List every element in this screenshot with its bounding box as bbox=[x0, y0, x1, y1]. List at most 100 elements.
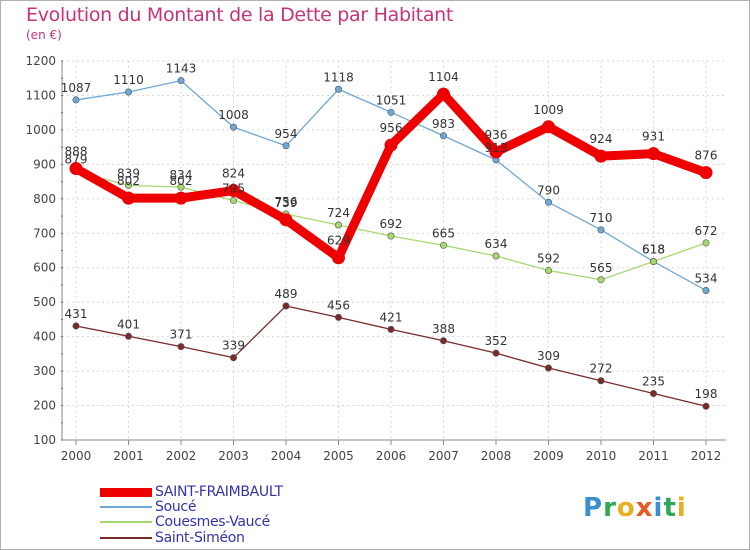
data-label: 534 bbox=[695, 271, 718, 285]
data-label: 371 bbox=[170, 328, 193, 342]
data-label: 839 bbox=[117, 166, 140, 180]
data-label: 629 bbox=[327, 234, 350, 248]
legend-swatch bbox=[100, 521, 152, 523]
grid-lines bbox=[62, 60, 726, 441]
data-point bbox=[282, 302, 290, 310]
data-label: 1051 bbox=[376, 93, 407, 107]
data-point bbox=[334, 221, 342, 229]
data-label: 634 bbox=[485, 237, 508, 251]
data-point bbox=[387, 232, 395, 240]
data-point bbox=[72, 96, 80, 104]
data-label: 565 bbox=[590, 261, 613, 275]
data-point bbox=[387, 108, 395, 116]
y-tick-label: 1200 bbox=[25, 54, 56, 68]
plot-area bbox=[62, 61, 726, 440]
data-label: 665 bbox=[432, 226, 455, 240]
data-labels: 1087 1110 1143 1008 954 1118 1051 983 913 790 710 6… bbox=[61, 62, 718, 402]
x-tick-label: 2010 bbox=[586, 449, 617, 463]
data-point bbox=[69, 161, 83, 175]
data-label: 1008 bbox=[218, 108, 249, 122]
data-point bbox=[597, 276, 605, 284]
data-point bbox=[544, 266, 552, 274]
legend-label: SAINT-FRAIMBAULT bbox=[155, 484, 283, 500]
data-label: 802 bbox=[170, 174, 193, 188]
data-point bbox=[72, 322, 80, 330]
data-label: 1143 bbox=[166, 62, 197, 76]
data-point bbox=[699, 166, 713, 180]
y-tick-label: 300 bbox=[33, 364, 56, 378]
data-label: 795 bbox=[222, 182, 245, 196]
y-tick-label: 200 bbox=[33, 399, 56, 413]
data-point bbox=[649, 389, 657, 397]
data-point bbox=[279, 213, 293, 227]
legend-swatch bbox=[100, 537, 152, 539]
data-point bbox=[177, 343, 185, 351]
series-lines bbox=[69, 77, 713, 410]
data-point bbox=[542, 120, 555, 134]
data-label: 339 bbox=[222, 339, 245, 353]
logo-letter: r bbox=[603, 493, 617, 523]
data-point bbox=[125, 88, 133, 96]
data-label: 1118 bbox=[323, 70, 354, 84]
y-tick-label: 100 bbox=[33, 433, 56, 447]
data-point bbox=[230, 123, 238, 131]
data-point bbox=[439, 241, 447, 249]
data-label: 618 bbox=[642, 243, 665, 257]
legend-item: Soucé bbox=[100, 499, 196, 515]
x-tick-label: 2004 bbox=[271, 449, 302, 463]
y-tick-label: 900 bbox=[33, 157, 56, 171]
data-label: 1104 bbox=[428, 70, 459, 84]
data-point bbox=[177, 183, 185, 191]
data-label: 489 bbox=[275, 287, 298, 301]
data-label: 352 bbox=[485, 334, 508, 348]
data-point bbox=[439, 337, 447, 345]
data-label: 756 bbox=[275, 195, 298, 209]
data-point bbox=[702, 239, 710, 247]
data-point bbox=[387, 325, 395, 333]
y-tick-label: 500 bbox=[33, 295, 56, 309]
data-label: 692 bbox=[380, 217, 403, 231]
data-label: 724 bbox=[327, 206, 350, 220]
data-label: 401 bbox=[117, 317, 140, 331]
data-point bbox=[544, 364, 552, 372]
data-point bbox=[122, 191, 135, 205]
series-saint-sim-on bbox=[72, 302, 710, 410]
data-label: 834 bbox=[170, 168, 193, 182]
data-point bbox=[282, 142, 290, 150]
legend-item: Saint-Siméon bbox=[100, 530, 245, 546]
series-saint-fraimbault bbox=[69, 87, 713, 265]
data-point bbox=[334, 85, 342, 93]
data-point bbox=[594, 149, 608, 163]
data-label: 824 bbox=[222, 167, 245, 181]
logo-letter: o bbox=[616, 493, 636, 523]
logo-letter: x bbox=[635, 493, 654, 523]
data-label: 983 bbox=[432, 117, 455, 131]
y-tick-label: 1000 bbox=[25, 123, 56, 137]
data-point bbox=[597, 377, 605, 385]
chart-title: Evolution du Montant de la Dette par Hab… bbox=[26, 4, 454, 26]
data-label: 456 bbox=[327, 298, 350, 312]
y-tick-label: 400 bbox=[33, 330, 56, 344]
y-tick-label: 800 bbox=[33, 192, 56, 206]
legend-item: SAINT-FRAIMBAULT bbox=[100, 484, 283, 500]
data-label: 931 bbox=[642, 130, 665, 144]
x-tick-label: 2001 bbox=[113, 449, 144, 463]
legend-swatch bbox=[100, 487, 152, 497]
data-point bbox=[492, 252, 500, 260]
data-label: 936 bbox=[485, 128, 508, 142]
data-label: 1087 bbox=[61, 81, 92, 95]
data-point bbox=[125, 181, 133, 189]
x-tick-label: 2005 bbox=[323, 449, 354, 463]
data-label: 421 bbox=[380, 310, 403, 324]
data-label: 388 bbox=[432, 322, 455, 336]
x-tick-label: 2003 bbox=[218, 449, 249, 463]
data-label: 672 bbox=[695, 224, 718, 238]
x-tick-label: 2006 bbox=[376, 449, 407, 463]
y-tick-label: 600 bbox=[33, 261, 56, 275]
data-label: 956 bbox=[380, 121, 403, 135]
data-label: 954 bbox=[275, 127, 298, 141]
proxiti-logo: Proxiti bbox=[583, 493, 687, 523]
data-label: 802 bbox=[117, 174, 140, 188]
data-point bbox=[702, 286, 710, 294]
